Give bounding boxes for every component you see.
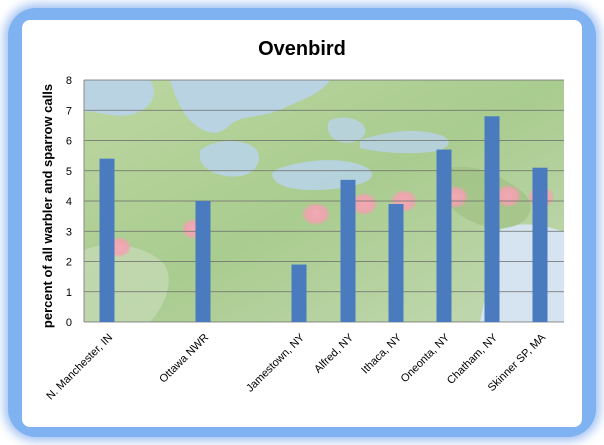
bar xyxy=(388,204,404,322)
bar xyxy=(291,264,307,322)
y-axis-ticks: 0 1 2 3 4 5 6 7 8 xyxy=(66,75,72,329)
chart-title: Ovenbird xyxy=(258,38,346,60)
site-marker xyxy=(495,185,521,207)
x-tick-label: Ithaca, NY xyxy=(359,331,404,376)
y-tick-label: 7 xyxy=(66,105,72,117)
y-tick-label: 3 xyxy=(66,226,72,238)
y-tick-label: 2 xyxy=(66,257,72,269)
bar xyxy=(340,179,356,322)
x-tick-label: Ottawa NWR xyxy=(157,332,211,386)
y-tick-label: 1 xyxy=(66,287,72,299)
x-tick-label: Alfred, NY xyxy=(312,331,356,375)
bar xyxy=(436,149,452,322)
site-marker xyxy=(302,203,330,225)
y-tick-label: 6 xyxy=(66,136,72,148)
y-tick-label: 4 xyxy=(66,196,72,208)
y-tick-label: 5 xyxy=(66,166,72,178)
x-tick-label: Jamestown, NY xyxy=(244,331,307,394)
y-axis-title: percent of all warbler and sparrow calls xyxy=(40,84,55,328)
y-tick-label: 0 xyxy=(66,317,72,329)
x-axis-ticks: N. Manchester, IN Ottawa NWR Jamestown, NY… xyxy=(44,331,548,402)
bar xyxy=(484,116,500,322)
x-tick-label: N. Manchester, IN xyxy=(44,332,115,403)
bar xyxy=(532,167,548,322)
bar xyxy=(195,201,211,322)
site-marker xyxy=(351,193,377,215)
y-tick-label: 8 xyxy=(66,75,72,87)
x-tick-label: Oneonta, NY xyxy=(399,331,453,385)
gridlines xyxy=(84,79,564,323)
bars xyxy=(99,116,548,322)
bar xyxy=(99,158,115,322)
